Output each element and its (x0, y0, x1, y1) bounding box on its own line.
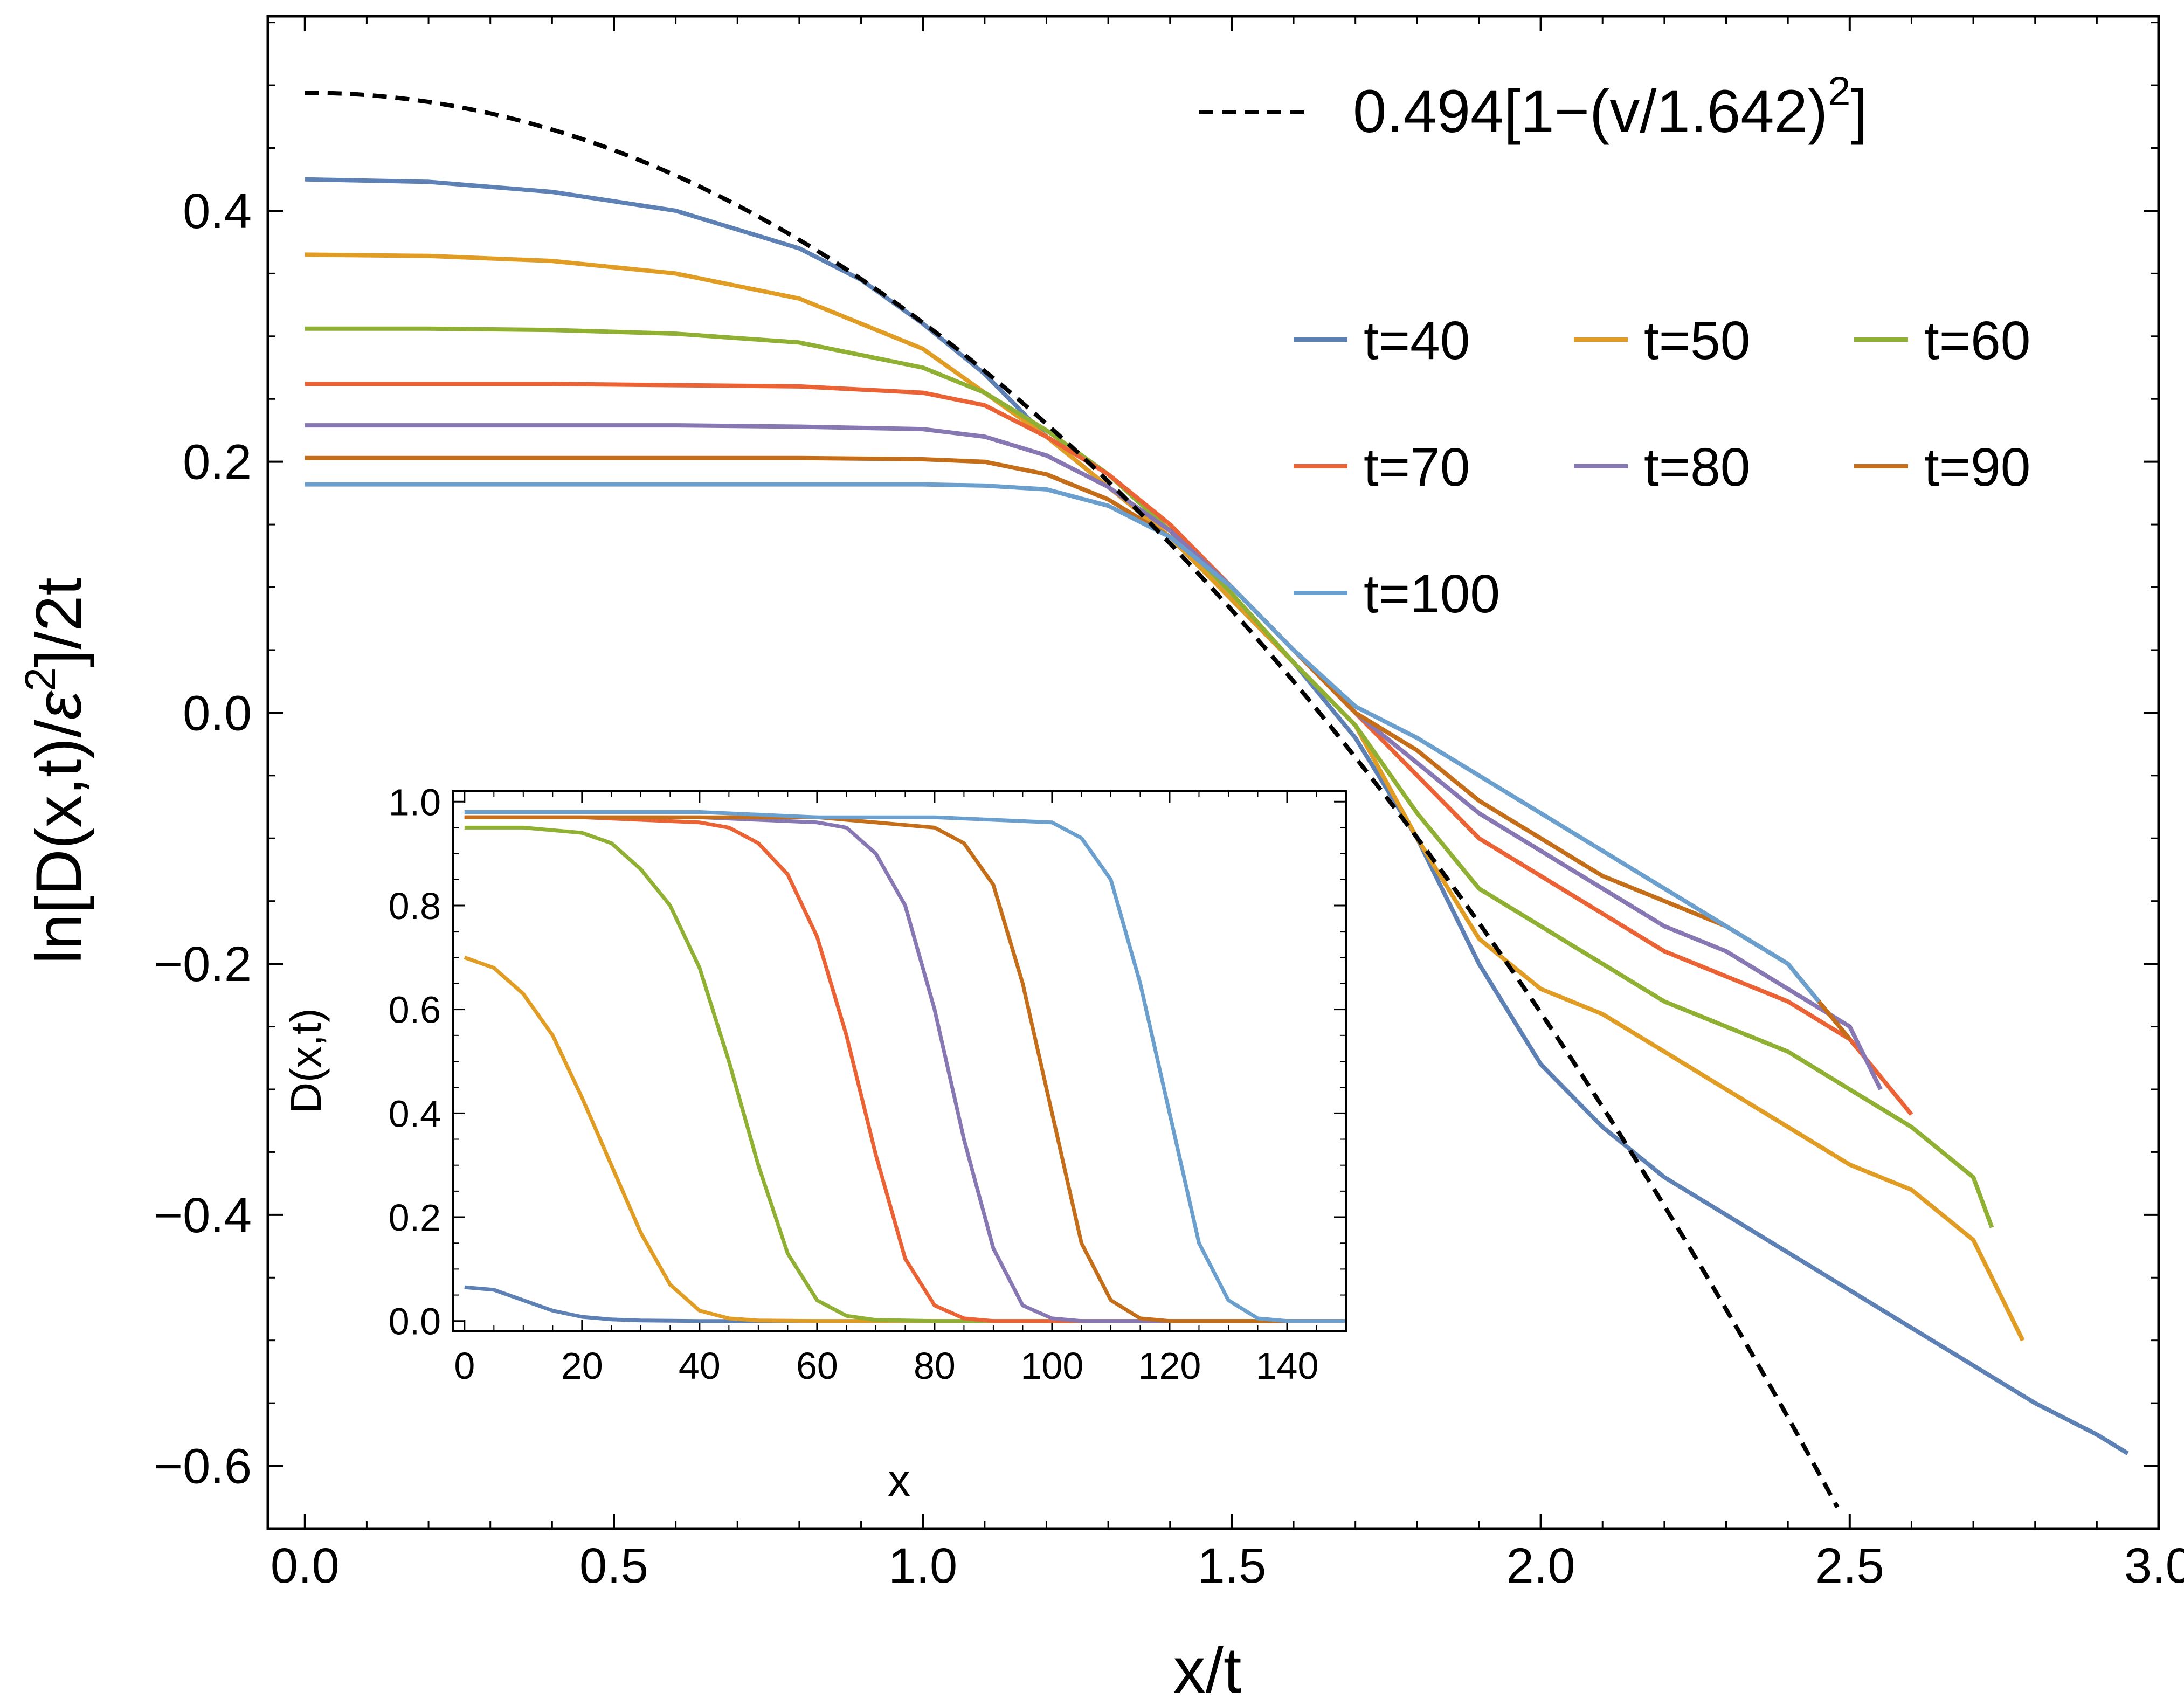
legend-label: t=50 (1644, 310, 1750, 371)
inset-series-line (464, 815, 1346, 1323)
main-plot-frame (266, 15, 2160, 1530)
fit-legend-label: 0.494[1−(v/1.642)2] (1353, 68, 1867, 145)
main-x-tick-label: 0.5 (579, 1538, 648, 1593)
main-y-tick-label: 0.2 (183, 435, 252, 490)
main-y-tick-label: −0.6 (154, 1439, 252, 1494)
main-y-tick-label: −0.4 (154, 1188, 252, 1243)
main-axis-ticks: 0.0 0.5 1.0 1.5 2.0 2.5 3.0−0.6−0.4−0.20.00.20… (154, 16, 2184, 1593)
legend-label: t=90 (1924, 437, 2030, 498)
inset-x-tick-label: 120 (1138, 1345, 1201, 1387)
inset-x-tick-label: 40 (679, 1345, 721, 1387)
main-series-group (305, 177, 2129, 1455)
legend-label: t=60 (1924, 310, 2030, 371)
inset-y-tick-label: 0.4 (389, 1093, 441, 1135)
inset-x-tick-label: 140 (1256, 1345, 1319, 1387)
fit-curve (305, 91, 1840, 1509)
main-x-tick-label: 1.5 (1197, 1538, 1266, 1593)
main-y-tick-label: 0.4 (183, 184, 252, 239)
inset-x-tick-label: 60 (796, 1345, 838, 1387)
main-y-tick-label: −0.2 (154, 937, 252, 992)
main-y-tick-label: 0.0 (183, 686, 252, 741)
main-series-line (305, 326, 1994, 1228)
inset-plot-frame (452, 790, 1347, 1332)
inset-series-line (464, 825, 1346, 1323)
inset-y-axis-title: D(x,t) (282, 1008, 330, 1114)
inset-axis-ticks: 0 20 40 60 80 100 120 140 0.0 0.2 0.4 0.6 0.8 1.0 (389, 781, 1346, 1387)
inset-x-tick-label: 20 (561, 1345, 603, 1387)
inset-x-tick-label: 80 (914, 1345, 956, 1387)
main-series-line (305, 177, 2129, 1455)
y-axis-title: ln[D(x,t)/ε2]/2t (16, 577, 95, 964)
inset-y-tick-label: 0.2 (389, 1197, 441, 1239)
main-series-line (305, 482, 1821, 1003)
inset-x-axis-title: x (888, 1455, 910, 1505)
main-x-tick-label: 2.0 (1506, 1538, 1575, 1593)
legend-label: t=70 (1364, 437, 1470, 498)
inset-series-line (464, 810, 1346, 1323)
legend-label: t=100 (1364, 564, 1500, 624)
inset-x-tick-label: 100 (1021, 1345, 1084, 1387)
inset-series-group (464, 810, 1346, 1323)
x-axis-title: x/t (1173, 1634, 1242, 1706)
inset-y-tick-label: 0.6 (389, 989, 441, 1031)
main-x-tick-label: 1.0 (888, 1538, 957, 1593)
inset-series-line (464, 815, 1346, 1323)
inset-series-line (464, 956, 1346, 1323)
inset-y-tick-label: 1.0 (389, 781, 441, 823)
series-legend: t=40 t=50 t=60 t=70 t=80 t=90 t=100 (1294, 310, 2030, 624)
inset-y-tick-label: 0.8 (389, 885, 441, 927)
legend-label: t=40 (1364, 310, 1470, 371)
inset-y-tick-label: 0.0 (389, 1301, 441, 1343)
main-x-tick-label: 3.0 (2124, 1538, 2184, 1593)
legend-label: t=80 (1644, 437, 1750, 498)
main-x-tick-label: 0.0 (271, 1538, 340, 1593)
fit-legend: 0.494[1−(v/1.642)2] (1199, 68, 1867, 145)
inset-background (453, 791, 1346, 1331)
inset-x-tick-label: 0 (454, 1345, 475, 1387)
main-x-tick-label: 2.5 (1815, 1538, 1884, 1593)
